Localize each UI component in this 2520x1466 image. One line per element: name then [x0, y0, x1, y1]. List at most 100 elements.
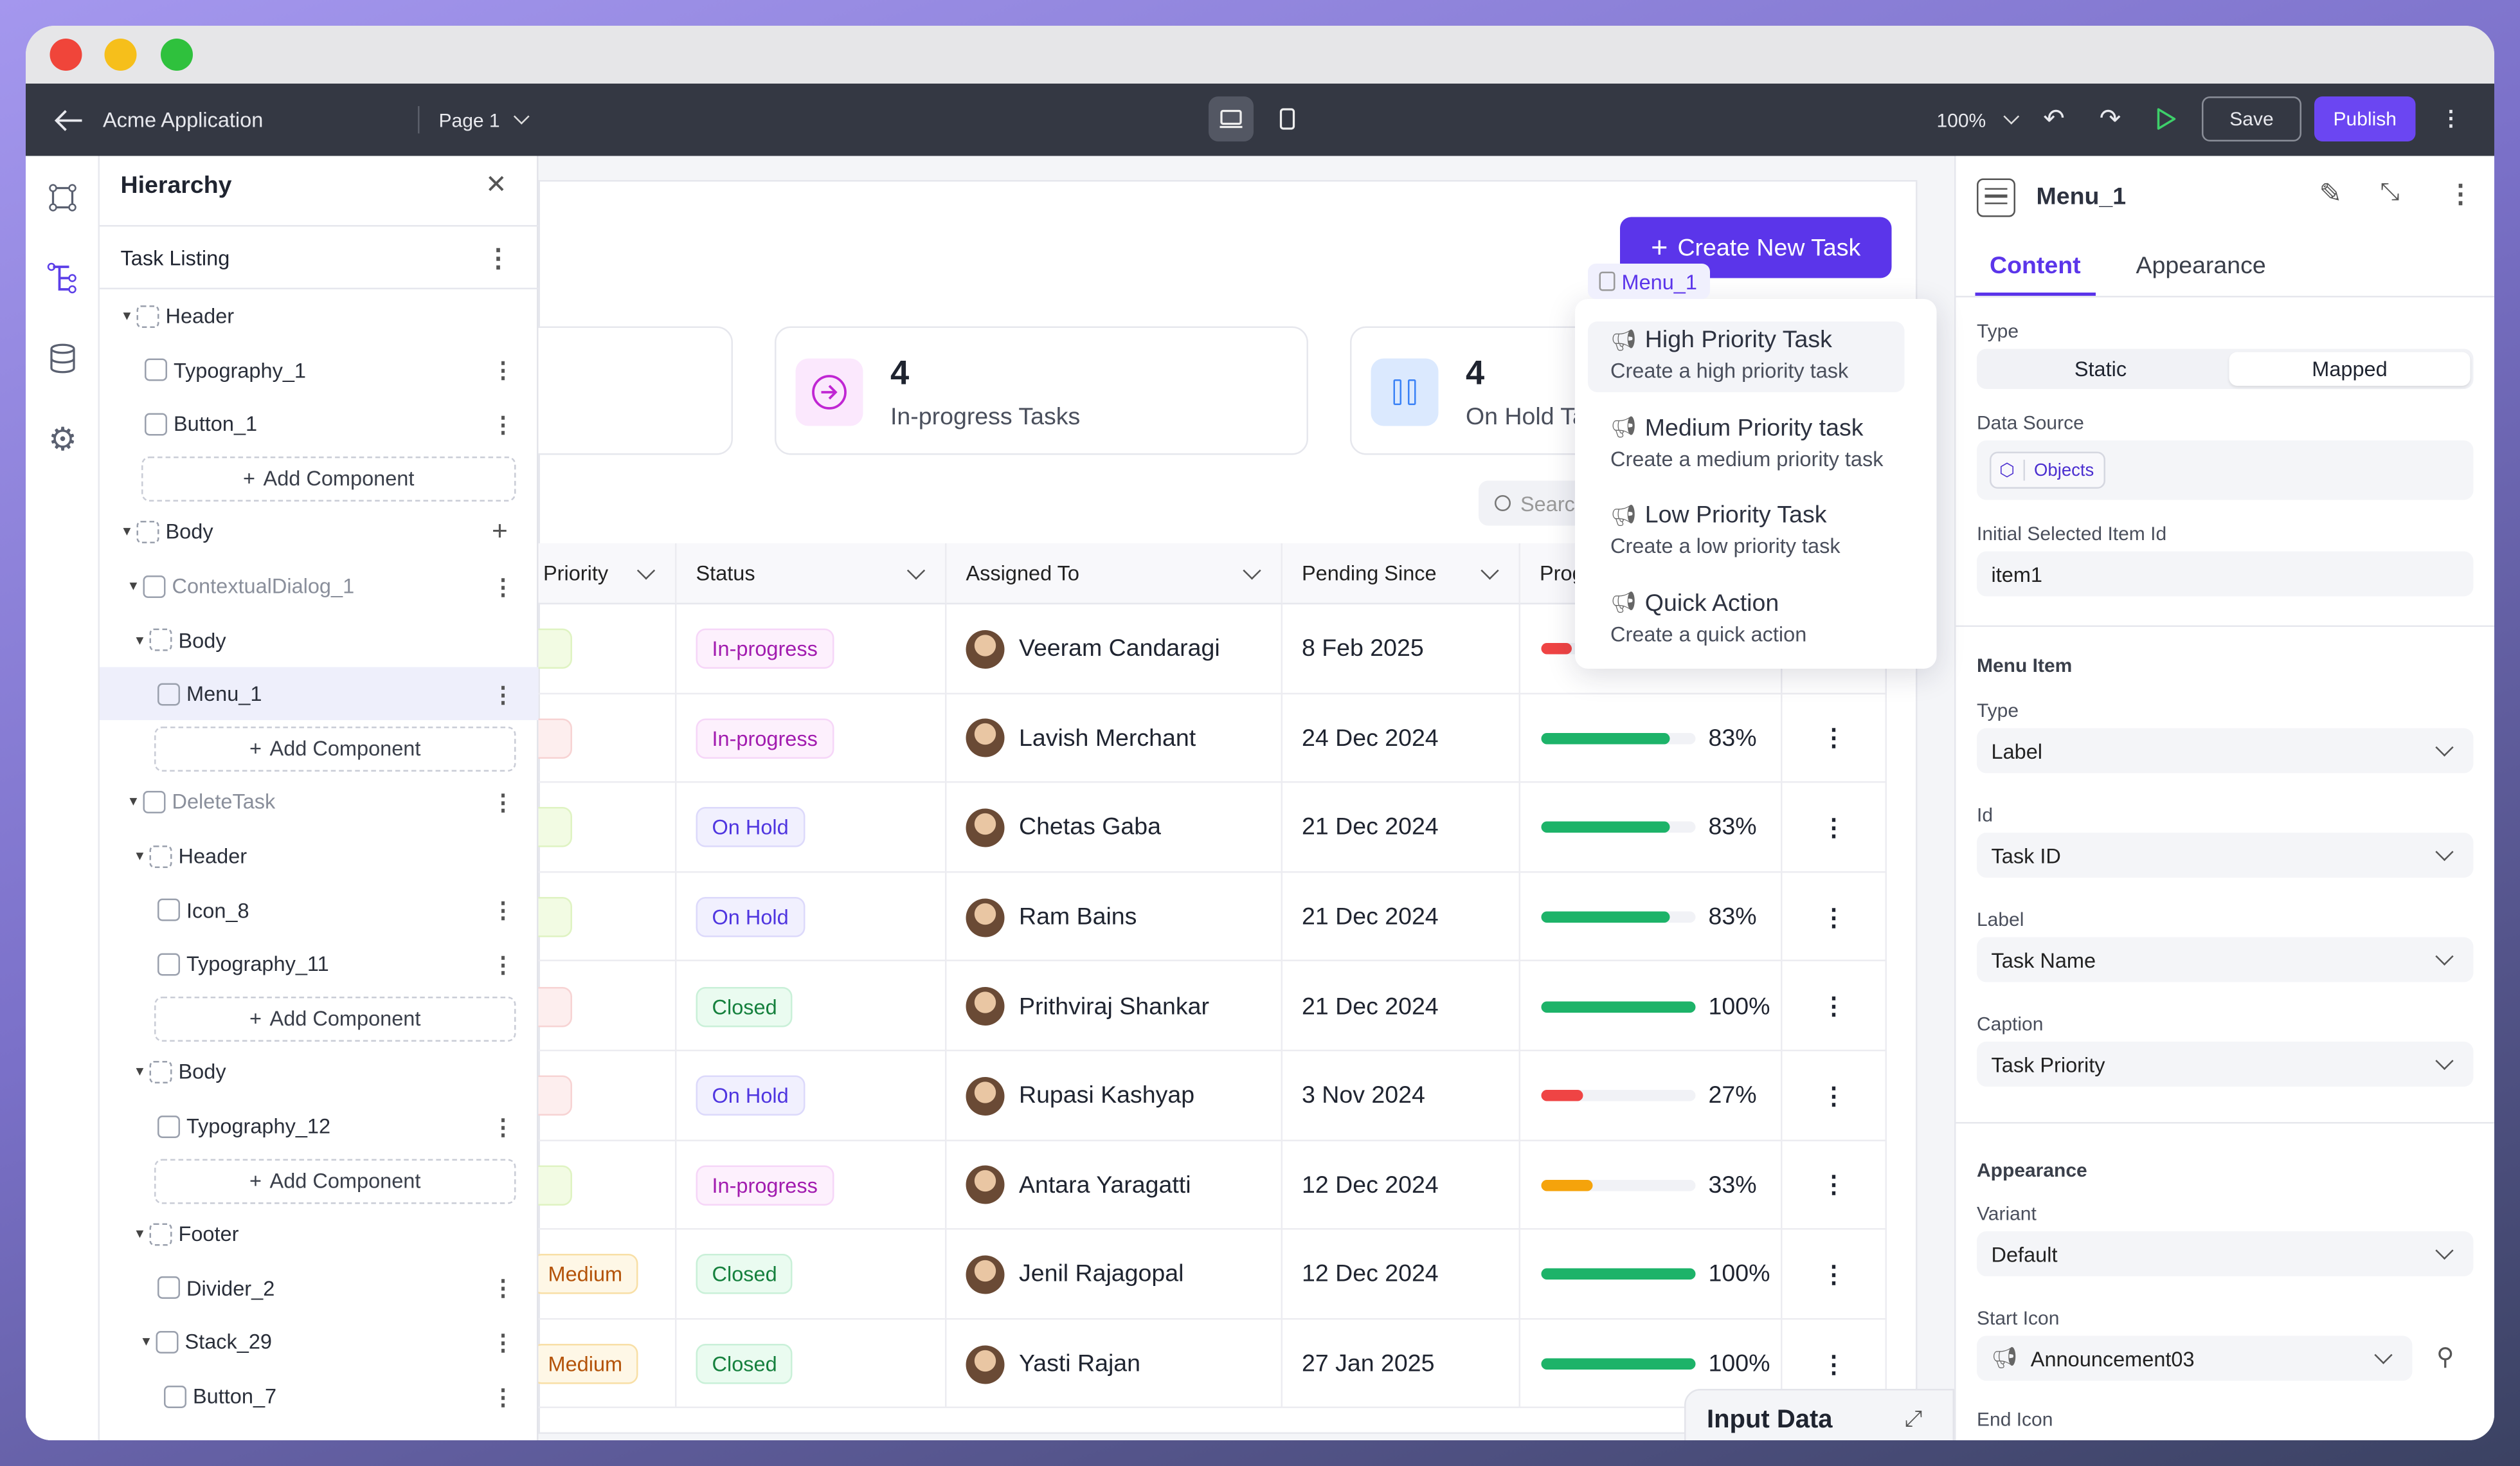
tree-item[interactable]: Menu_1 ⋮ — [100, 667, 539, 721]
inspector-more-button[interactable]: ⋮ — [2448, 179, 2474, 211]
caret-down-icon[interactable]: ▼ — [133, 1064, 147, 1080]
back-button[interactable]: Acme Application — [55, 84, 263, 156]
type-mapped-option[interactable]: Mapped — [2229, 352, 2470, 386]
collapse-button[interactable]: ⤡ — [2380, 179, 2400, 206]
item-more-button[interactable]: ⋮ — [492, 789, 514, 815]
tree-item[interactable]: ▼ Footer — [100, 1208, 539, 1261]
row-more-button[interactable]: ⋮ — [1821, 1083, 1846, 1110]
tree-item[interactable]: ▼ Header — [100, 829, 539, 883]
item-more-button[interactable]: ⋮ — [492, 1113, 514, 1139]
preview-button[interactable] — [2144, 96, 2189, 141]
table-row[interactable]: On Hold Ram Bains 21 Dec 2024 83% ⋮ — [476, 872, 1887, 962]
tree-item[interactable]: Typography_12 ⋮ — [100, 1100, 539, 1153]
rail-data-button[interactable] — [42, 338, 84, 379]
tree-item[interactable]: ▼ Header — [100, 289, 539, 343]
row-more-button[interactable]: ⋮ — [1821, 904, 1846, 932]
tree-item[interactable]: ▼ Body — [100, 613, 539, 667]
zoom-selector[interactable]: 100% — [1937, 84, 2019, 156]
expand-icon[interactable]: ⤢ — [1904, 1405, 1923, 1431]
table-row[interactable]: Closed Prithviraj Shankar 21 Dec 2024 100% ⋮ — [476, 961, 1887, 1051]
input-data-tab[interactable]: Input Data ⤢ — [1684, 1389, 1954, 1440]
caret-down-icon[interactable]: ▼ — [127, 794, 140, 810]
caret-down-icon[interactable]: ▼ — [127, 579, 140, 593]
column-header[interactable]: Pending Since — [1282, 543, 1520, 604]
add-child-button[interactable]: + — [492, 516, 508, 547]
table-row[interactable]: In-progress Lavish Merchant 24 Dec 2024 83%… — [476, 693, 1887, 783]
item-more-button[interactable]: ⋮ — [492, 681, 514, 707]
publish-button[interactable]: Publish — [2314, 96, 2416, 141]
minimize-window-button[interactable] — [104, 39, 137, 71]
redo-button[interactable]: ↷ — [2088, 96, 2133, 141]
save-button[interactable]: Save — [2202, 96, 2301, 141]
caret-down-icon[interactable]: ▼ — [133, 1226, 147, 1242]
item-more-button[interactable]: ⋮ — [492, 1383, 514, 1409]
initial-item-input[interactable]: item1 — [1977, 551, 2474, 597]
rail-layout-button[interactable] — [42, 177, 84, 219]
tree-item[interactable]: Typography_1 ⋮ — [100, 343, 539, 397]
close-panel-button[interactable]: ✕ — [485, 169, 507, 201]
table-row[interactable]: On Hold Rupasi Kashyap 3 Nov 2024 27% ⋮ — [476, 1051, 1887, 1141]
start-icon-select[interactable]: 📢︎ Announcement03 — [1977, 1335, 2413, 1381]
page-selector[interactable]: Page 1 — [439, 84, 530, 156]
row-more-button[interactable]: ⋮ — [1821, 1351, 1846, 1379]
maximize-window-button[interactable] — [161, 39, 193, 71]
tree-item[interactable]: Icon_8 ⋮ — [100, 883, 539, 937]
tree-item[interactable]: ▼ Body — [100, 1045, 539, 1099]
caret-down-icon[interactable]: ▼ — [133, 849, 147, 864]
caret-down-icon[interactable]: ▼ — [120, 524, 134, 539]
add-component-button[interactable]: + Add Component — [141, 456, 516, 502]
menu-item[interactable]: 📢︎ Low Priority Task Create a low priority… — [1588, 497, 1905, 568]
more-menu-button[interactable]: ⋮ — [2429, 96, 2474, 141]
table-row[interactable]: Medium Closed Yasti Rajan 27 Jan 2025 100% ⋮ — [524, 1319, 1887, 1409]
item-more-button[interactable]: ⋮ — [492, 573, 514, 599]
tab-content[interactable]: Content — [1990, 252, 2081, 280]
row-more-button[interactable]: ⋮ — [1821, 993, 1846, 1021]
label-select[interactable]: Task Name — [1977, 937, 2474, 982]
column-header[interactable]: Assigned To — [946, 543, 1282, 604]
item-more-button[interactable]: ⋮ — [492, 1275, 514, 1301]
add-component-button[interactable]: + Add Component — [154, 726, 516, 772]
close-window-button[interactable] — [50, 39, 82, 71]
type-static-option[interactable]: Static — [2074, 357, 2127, 381]
tree-item[interactable]: Divider_2 ⋮ — [100, 1262, 539, 1315]
row-more-button[interactable]: ⋮ — [1821, 725, 1846, 753]
selected-component-tag[interactable]: Menu_1 — [1588, 264, 1710, 299]
row-more-button[interactable]: ⋮ — [1821, 815, 1846, 842]
column-header[interactable]: Status — [676, 543, 947, 604]
add-component-button[interactable]: + Add Component — [154, 996, 516, 1042]
mi-type-select[interactable]: Label — [1977, 728, 2474, 774]
search-input[interactable]: Search — [1479, 480, 1575, 526]
id-select[interactable]: Task ID — [1977, 833, 2474, 878]
rail-settings-button[interactable]: ⚙ — [42, 418, 84, 460]
caption-select[interactable]: Task Priority — [1977, 1042, 2474, 1087]
tree-item[interactable]: Button_1 ⋮ — [100, 397, 539, 451]
tree-item[interactable]: ▼ Stack_29 ⋮ — [100, 1316, 539, 1369]
rail-hierarchy-button[interactable] — [42, 257, 84, 299]
icon-settings-button[interactable]: ⚲ — [2436, 1343, 2454, 1371]
caret-down-icon[interactable]: ▼ — [140, 1334, 153, 1350]
desktop-view-button[interactable] — [1209, 96, 1254, 141]
tree-item[interactable]: Button_7 ⋮ — [100, 1370, 539, 1423]
row-more-button[interactable]: ⋮ — [1821, 1172, 1846, 1200]
row-more-button[interactable]: ⋮ — [1821, 1262, 1846, 1289]
item-more-button[interactable]: ⋮ — [492, 357, 514, 383]
column-header[interactable]: Priority — [524, 543, 677, 604]
tree-item[interactable]: ▼ Body + — [100, 505, 539, 559]
item-more-button[interactable]: ⋮ — [492, 897, 514, 923]
mobile-view-button[interactable] — [1265, 96, 1310, 141]
caret-down-icon[interactable]: ▼ — [133, 632, 147, 647]
tree-item[interactable]: ▼ ContextualDialog_1 ⋮ — [100, 559, 539, 613]
add-component-button[interactable]: + Add Component — [154, 1158, 516, 1204]
table-row[interactable]: In-progress Antara Yaragatti 12 Dec 2024 33… — [476, 1140, 1887, 1230]
menu-item[interactable]: 📢︎ Quick Action Create a quick action — [1588, 584, 1905, 655]
tree-item[interactable]: Typography_11 ⋮ — [100, 937, 539, 991]
item-more-button[interactable]: ⋮ — [492, 951, 514, 977]
table-row[interactable]: On Hold Chetas Gaba 21 Dec 2024 83% ⋮ — [476, 783, 1887, 873]
undo-button[interactable]: ↶ — [2031, 96, 2076, 141]
data-source-field[interactable]: ⬡ Objects — [1977, 440, 2474, 500]
table-row[interactable]: Medium Closed Jenil Rajagopal 12 Dec 2024 10… — [524, 1229, 1887, 1319]
menu-item[interactable]: 📢︎ High Priority Task Create a high priori… — [1588, 321, 1905, 392]
data-source-chip[interactable]: ⬡ Objects — [1990, 451, 2105, 489]
variant-select[interactable]: Default — [1977, 1231, 2474, 1276]
item-more-button[interactable]: ⋮ — [492, 1329, 514, 1355]
